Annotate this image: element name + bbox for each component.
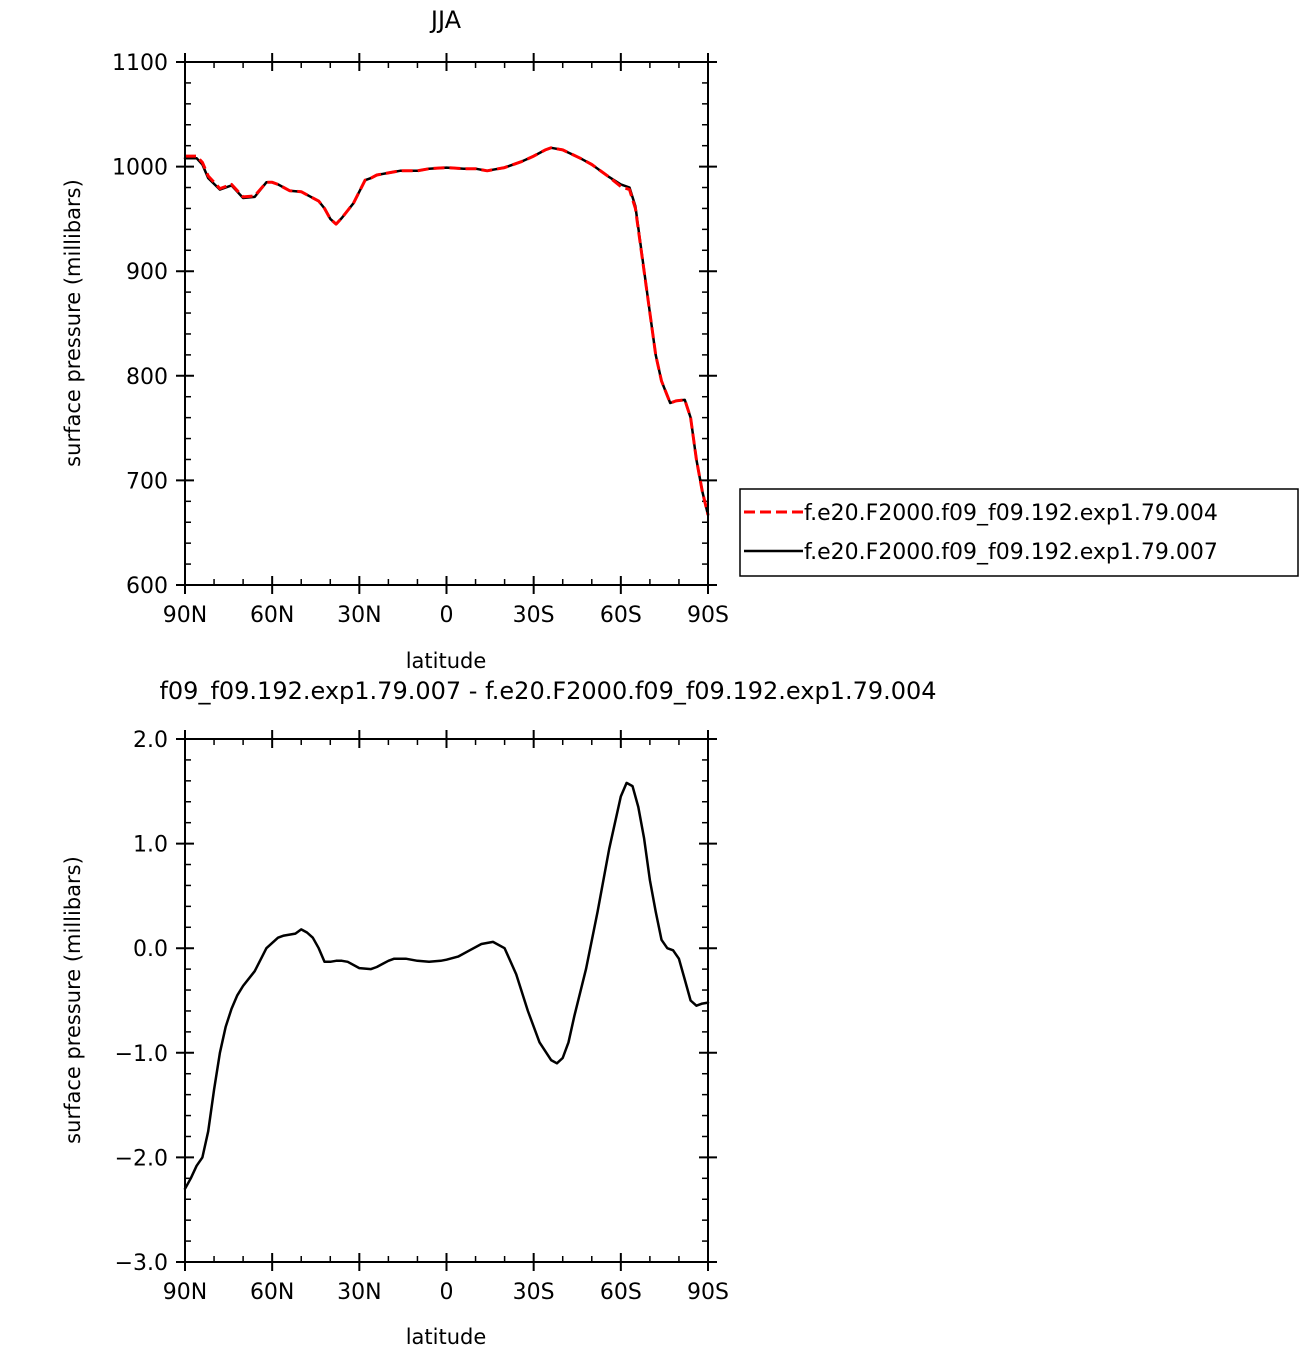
chart-title: f09_f09.192.exp1.79.007 - f.e20.F2000.f0… <box>159 677 936 705</box>
x-tick-label: 60N <box>250 1280 294 1305</box>
chart-title: JJA <box>429 6 462 34</box>
x-tick-label: 60N <box>250 603 294 628</box>
tick-marks <box>176 730 717 1271</box>
chart-surface-pressure: JJA 600 700 800 900 1000 1100 90N 60N 30N 0 30S 60S… <box>61 6 1299 673</box>
legend-box <box>739 488 1299 577</box>
x-tick-label: 30S <box>513 603 555 628</box>
x-tick-label: 30N <box>337 603 381 628</box>
tick-marks <box>176 53 717 594</box>
y-tick-label: 800 <box>126 365 168 390</box>
legend: f.e20.F2000.f09_f09.192.exp1.79.004 f.e2… <box>739 488 1299 577</box>
x-tick-label: 90N <box>163 1280 207 1305</box>
y-tick-label: −1.0 <box>115 1042 168 1067</box>
series-line <box>185 146 710 516</box>
y-tick-label: 600 <box>126 574 168 599</box>
x-axis-label: latitude <box>406 1325 487 1349</box>
x-tick-label: 30N <box>337 1280 381 1305</box>
x-tick-label: 0 <box>440 603 454 628</box>
y-tick-label: 2.0 <box>133 728 168 753</box>
y-tick-label: −2.0 <box>115 1146 168 1171</box>
tick-labels: 600 700 800 900 1000 1100 90N 60N 30N 0 30S 60S 90S <box>112 51 729 628</box>
y-tick-label: 1000 <box>112 156 168 181</box>
y-tick-label: 1.0 <box>133 833 168 858</box>
series-lines <box>183 146 710 517</box>
x-tick-label: 60S <box>600 603 642 628</box>
legend-entry-label: f.e20.F2000.f09_f09.192.exp1.79.004 <box>804 501 1218 526</box>
x-tick-label: 90S <box>687 603 729 628</box>
legend-entry-label: f.e20.F2000.f09_f09.192.exp1.79.007 <box>804 540 1218 565</box>
y-tick-label: 900 <box>126 260 168 285</box>
x-tick-label: 30S <box>513 1280 555 1305</box>
x-axis-label: latitude <box>406 649 487 673</box>
x-tick-label: 60S <box>600 1280 642 1305</box>
y-axis-label: surface pressure (millibars) <box>61 179 85 467</box>
y-tick-label: 0.0 <box>133 937 168 962</box>
x-tick-label: 90S <box>687 1280 729 1305</box>
y-tick-label: −3.0 <box>115 1251 168 1276</box>
y-tick-label: 1100 <box>112 51 168 76</box>
y-axis-label: surface pressure (millibars) <box>61 856 85 1144</box>
plot-frame <box>184 738 709 1263</box>
x-tick-label: 0 <box>440 1280 454 1305</box>
series-line <box>183 146 710 517</box>
chart-surface-pressure-difference: f09_f09.192.exp1.79.007 - f.e20.F2000.f0… <box>61 677 937 1349</box>
tick-labels: −3.0 −2.0 −1.0 0.0 1.0 2.0 90N 60N 30N 0 30S 60S 90S <box>115 728 729 1305</box>
series-lines <box>183 781 710 1191</box>
series-line <box>183 781 710 1191</box>
plot-frame <box>184 61 709 586</box>
x-tick-label: 90N <box>163 603 207 628</box>
y-tick-label: 700 <box>126 469 168 494</box>
